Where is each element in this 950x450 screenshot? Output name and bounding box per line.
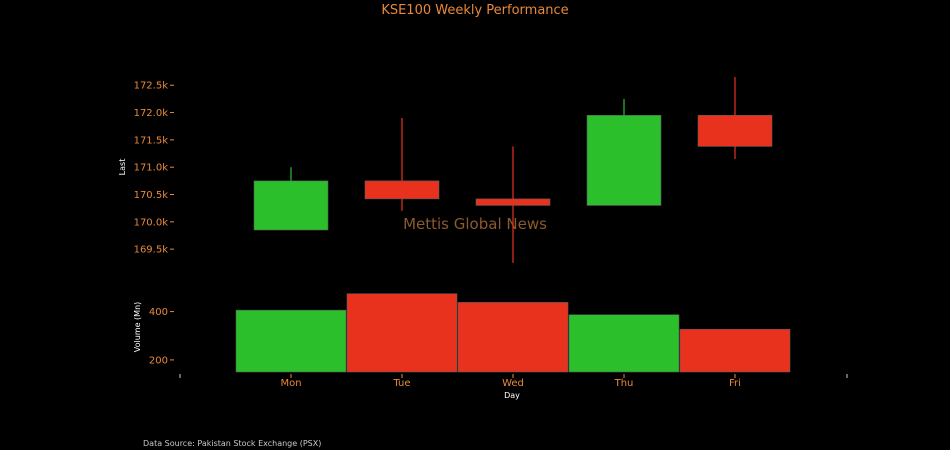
price-tick-label: 171.0k — [134, 163, 169, 174]
volume-bar — [457, 302, 569, 373]
volume-tick-label: 200 — [149, 355, 168, 366]
candle-body — [586, 114, 662, 206]
price-tick-label: 172.5k — [134, 81, 169, 92]
x-tick-label: Mon — [280, 378, 301, 389]
x-tick-label: Fri — [729, 378, 741, 389]
volume-bar — [568, 314, 680, 373]
candle-body — [364, 180, 440, 200]
candle-body — [697, 114, 773, 147]
watermark: Mettis Global News — [403, 215, 547, 233]
candle-body — [253, 180, 329, 231]
volume-panel: 200 400 — [149, 293, 791, 373]
x-tick-label: Thu — [614, 378, 634, 389]
x-axis: Mon Tue Wed Thu Fri — [179, 374, 848, 389]
price-tick-label: 170.5k — [134, 190, 169, 201]
price-tick-label: 171.5k — [134, 135, 169, 146]
volume-tick-label: 400 — [149, 307, 168, 318]
price-panel: 169.5k 170.0k 170.5k 171.0k 171.5k 172.0k 172.… — [134, 77, 773, 263]
price-axis-label: Last — [118, 159, 127, 176]
price-tick-label: 169.5k — [134, 245, 169, 256]
volume-bar — [235, 309, 347, 373]
x-tick-label: Wed — [502, 378, 524, 389]
candle-body — [475, 198, 551, 206]
chart-title: KSE100 Weekly Performance — [381, 3, 568, 18]
data-source-note: Data Source: Pakistan Stock Exchange (PS… — [143, 439, 321, 448]
volume-bar — [679, 328, 791, 373]
price-tick-label: 170.0k — [134, 217, 169, 228]
price-tick-label: 172.0k — [134, 108, 169, 119]
x-axis-label: Day — [504, 391, 520, 400]
volume-axis-label: Volume (Mn) — [133, 302, 142, 353]
x-tick-label: Tue — [392, 378, 410, 389]
volume-bar — [346, 293, 458, 373]
